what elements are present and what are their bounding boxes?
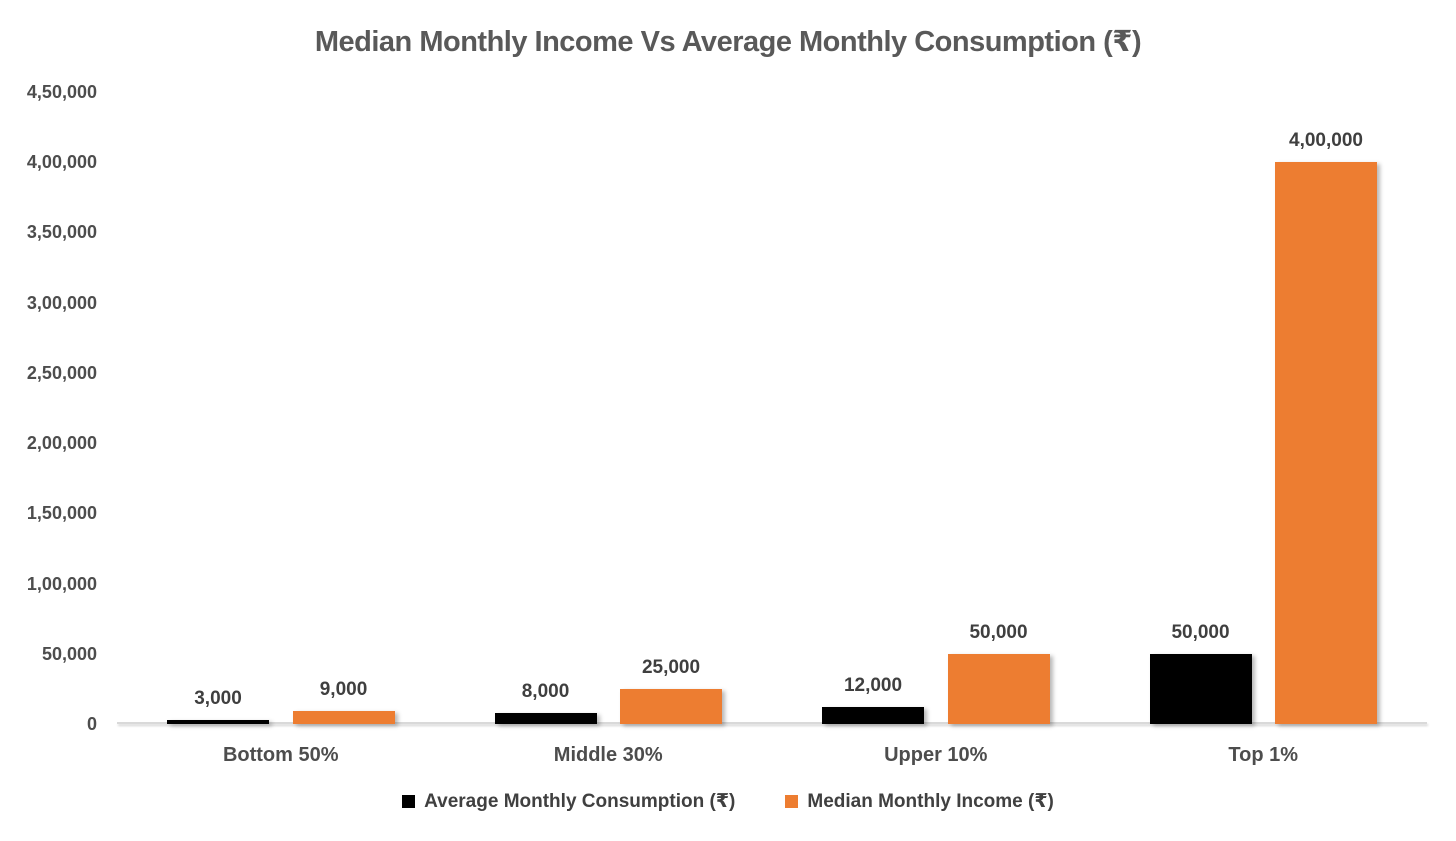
- y-axis-tick-label: 4,50,000: [26, 82, 97, 102]
- bar-income: [620, 688, 722, 724]
- legend: Average Monthly Consumption (₹) Median Mo…: [0, 790, 1456, 813]
- y-axis-tick-label: 2,00,000: [26, 433, 97, 454]
- bar-consumption: [822, 707, 924, 724]
- legend-item: Median Monthly Income (₹): [785, 790, 1054, 813]
- data-label: 3,000: [194, 687, 242, 709]
- data-label: 9,000: [319, 679, 368, 701]
- x-axis-line: [117, 722, 1427, 724]
- y-axis-tick-label: 2,50,000: [26, 362, 97, 383]
- bar-consumption: [167, 719, 269, 724]
- chart-title: Median Monthly Income Vs Average Monthly…: [314, 26, 1142, 58]
- y-axis-tick-label: 4,00,000: [26, 152, 97, 173]
- bar-income: [1275, 162, 1377, 724]
- y-axis-tick-label: 1,00,000: [26, 573, 97, 594]
- y-axis-tick-label: 50,000: [41, 643, 97, 664]
- legend-label: Average Monthly Consumption (₹): [424, 791, 736, 812]
- category-label: Middle 30%: [553, 744, 663, 766]
- data-label: 8,000: [521, 680, 570, 702]
- y-axis-tick-label: 1,50,000: [26, 503, 97, 524]
- y-axis-tick-label: 0: [86, 714, 97, 734]
- bar-income: [292, 711, 395, 724]
- legend-swatch-icon: [785, 795, 799, 808]
- bar-consumption: [1149, 653, 1252, 724]
- data-label: 50,000: [969, 621, 1028, 643]
- data-label: 12,000: [843, 675, 903, 697]
- category-label: Bottom 50%: [222, 744, 339, 766]
- category-label: Top 1%: [1228, 744, 1299, 766]
- data-label: 50,000: [1171, 621, 1230, 643]
- bar-income: [947, 653, 1050, 724]
- data-label: 4,00,000: [1289, 130, 1363, 152]
- legend-swatch-icon: [402, 795, 416, 808]
- bar-consumption: [494, 712, 597, 724]
- legend-item: Average Monthly Consumption (₹): [402, 790, 735, 813]
- category-label: Upper 10%: [884, 744, 988, 766]
- y-axis-tick-label: 3,00,000: [26, 292, 97, 313]
- data-label: 25,000: [641, 656, 701, 678]
- legend-label: Median Monthly Income (₹): [807, 791, 1054, 812]
- y-axis-tick-label: 3,50,000: [26, 222, 97, 243]
